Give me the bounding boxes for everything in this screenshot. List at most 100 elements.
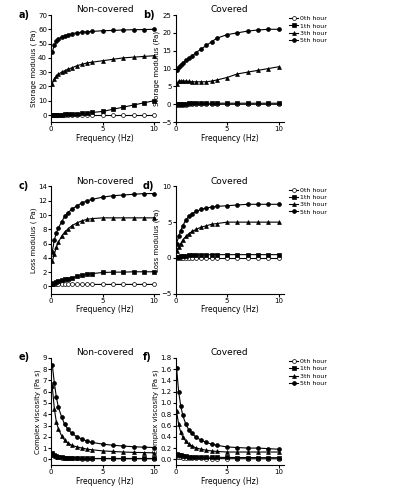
3th hour [225, 449, 229, 455]
3th hour [100, 448, 105, 454]
3th hour [256, 449, 260, 455]
3th hour [225, 74, 229, 80]
1th hour [62, 112, 67, 117]
5th hour [121, 27, 126, 33]
1th hour [121, 104, 126, 110]
1th hour [80, 110, 84, 116]
5th hour [225, 444, 229, 450]
Line: 1th hour: 1th hour [175, 252, 281, 259]
0th hour [180, 254, 185, 260]
3th hour [62, 68, 67, 73]
1th hour [190, 100, 194, 106]
0th hour [176, 102, 181, 107]
5th hour [69, 30, 74, 36]
0th hour [111, 282, 115, 288]
0th hour [121, 282, 126, 288]
5th hour [152, 26, 156, 32]
5th hour [256, 445, 260, 451]
0th hour [204, 102, 209, 107]
3th hour [90, 447, 95, 453]
0th hour [141, 456, 146, 462]
Title: Covered: Covered [211, 5, 249, 14]
1th hour [194, 100, 199, 106]
5th hour [52, 380, 57, 386]
5th hour [184, 217, 188, 223]
0th hour [80, 282, 84, 288]
1th hour [190, 454, 194, 460]
Line: 3th hour: 3th hour [175, 220, 281, 252]
0th hour [190, 254, 194, 260]
1th hour [80, 456, 84, 462]
5th hour [204, 440, 209, 446]
1th hour [56, 454, 61, 460]
5th hour [131, 26, 136, 32]
1th hour [141, 269, 146, 275]
5th hour [62, 32, 67, 38]
5th hour [266, 446, 271, 452]
0th hour [204, 254, 209, 260]
3th hour [121, 449, 126, 455]
0th hour [194, 456, 199, 462]
5th hour [56, 404, 61, 410]
1th hour [209, 100, 214, 106]
0th hour [190, 455, 194, 461]
5th hour [225, 202, 229, 208]
3th hour [111, 215, 115, 221]
1th hour [50, 280, 55, 286]
1th hour [245, 252, 250, 258]
0th hour [56, 112, 61, 118]
0th hour [225, 102, 229, 107]
1th hour [111, 456, 115, 462]
Line: 5th hour: 5th hour [175, 366, 281, 451]
1th hour [100, 108, 105, 114]
Y-axis label: Storage modulus ( Pa): Storage modulus ( Pa) [30, 30, 37, 108]
1th hour [199, 252, 204, 258]
0th hour [190, 102, 194, 107]
3th hour [56, 239, 61, 245]
0th hour [62, 112, 67, 118]
1th hour [180, 453, 185, 459]
0th hour [121, 112, 126, 118]
3th hour [141, 450, 146, 456]
1th hour [85, 272, 89, 278]
3th hour [74, 220, 79, 226]
3th hour [225, 219, 229, 225]
3th hour [209, 78, 214, 84]
3th hour [152, 450, 156, 456]
0th hour [176, 254, 181, 260]
5th hour [52, 42, 57, 48]
3th hour [184, 438, 188, 444]
5th hour [209, 39, 214, 45]
5th hour [85, 198, 89, 203]
3th hour [69, 222, 74, 228]
0th hour [214, 102, 219, 107]
1th hour [90, 456, 95, 462]
0th hour [131, 456, 136, 462]
5th hour [65, 426, 70, 432]
Y-axis label: Complex viscosity (Pa s): Complex viscosity (Pa s) [35, 369, 41, 454]
5th hour [194, 50, 199, 56]
5th hour [190, 430, 194, 436]
5th hour [199, 46, 204, 52]
5th hour [256, 202, 260, 207]
1th hour [69, 111, 74, 117]
3th hour [266, 449, 271, 455]
0th hour [152, 112, 156, 118]
1th hour [178, 254, 183, 260]
5th hour [111, 28, 115, 34]
1th hour [111, 269, 115, 275]
3th hour [100, 215, 105, 221]
1th hour [59, 278, 64, 283]
3th hour [178, 430, 183, 436]
1th hour [199, 100, 204, 106]
1th hour [187, 252, 191, 258]
3th hour [184, 234, 188, 239]
3th hour [141, 215, 146, 221]
1th hour [65, 276, 70, 281]
3th hour [276, 219, 281, 225]
5th hour [59, 414, 64, 420]
0th hour [209, 254, 214, 260]
Legend: 0th hour, 1th hour, 3th hour, 5th hour: 0th hour, 1th hour, 3th hour, 5th hour [289, 16, 327, 43]
5th hour [62, 214, 67, 220]
0th hour [52, 112, 57, 118]
